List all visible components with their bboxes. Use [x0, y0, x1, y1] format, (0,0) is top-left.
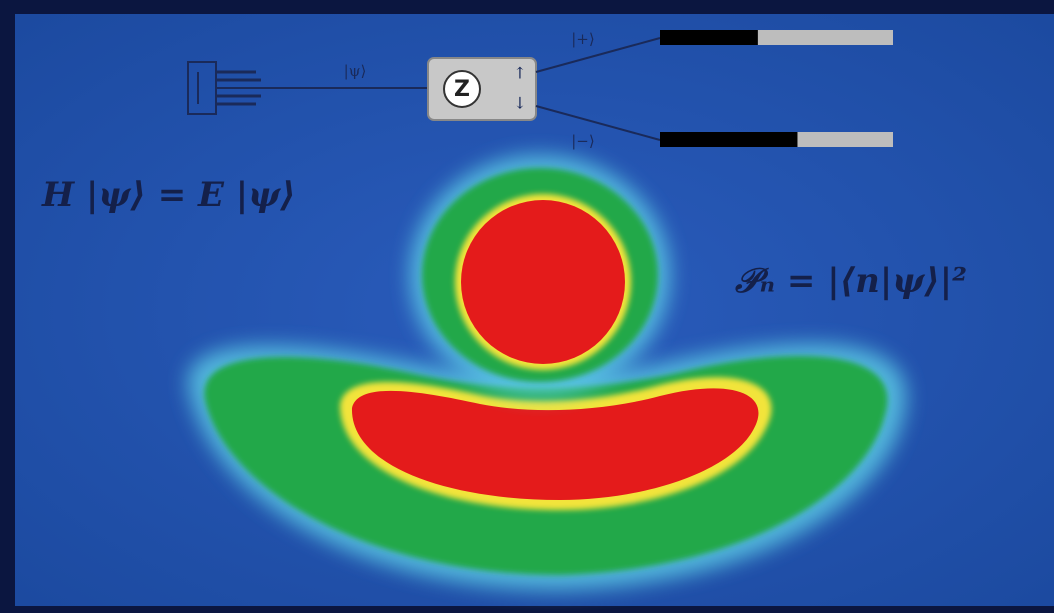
magnet-label: Z	[454, 77, 470, 102]
beam-down	[535, 105, 661, 141]
detector-label: |−⟩	[571, 132, 594, 150]
detector-count	[660, 132, 798, 147]
beam-up	[535, 37, 661, 73]
detector-label: |+⟩	[571, 30, 594, 48]
arrow-down: ↓	[513, 94, 526, 113]
born-rule: 𝒫ₙ = |⟨n|ψ⟩|²	[735, 261, 967, 301]
collimator	[216, 70, 261, 106]
density-plot	[187, 155, 907, 590]
detectors	[660, 30, 893, 147]
input-state: |ψ⟩	[344, 62, 367, 80]
schrodinger-equation: H |ψ⟩ = E |ψ⟩	[41, 175, 296, 215]
detector-count	[660, 30, 758, 45]
stern-gerlach: ↑ ↓	[187, 37, 661, 141]
magnet-dial	[443, 70, 481, 108]
arrow-up: ↑	[513, 64, 526, 83]
